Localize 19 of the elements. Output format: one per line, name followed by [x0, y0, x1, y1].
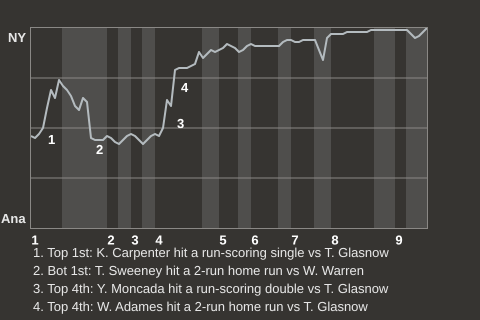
x-tick-label: 5	[219, 232, 227, 248]
x-tick-label: 4	[155, 232, 164, 248]
text: NY	[8, 30, 26, 45]
text: 1. Top 1st: K. Carpenter hit a run-scoring single vs T. Glasnow	[33, 245, 390, 260]
annotation: 4	[181, 80, 189, 95]
annotation: 2	[96, 142, 104, 157]
x-tick-label: 1	[31, 232, 39, 248]
x-tick-label: 3	[131, 232, 139, 248]
annotation: 1	[48, 132, 56, 147]
text: Ana	[1, 211, 26, 226]
annotation: 3	[177, 116, 184, 131]
x-tick-label: 8	[331, 232, 339, 248]
text: 2. Bot 1st: T. Sweeney hit a 2-run home run vs W. Warren	[33, 263, 364, 278]
text: 4. Top 4th: W. Adames hit a 2-run home run vs T. Glasnow	[33, 299, 368, 314]
x-tick-label: 7	[291, 232, 299, 248]
text: 3. Top 4th: Y. Moncada hit a run-scoring double vs T. Glasnow	[33, 281, 389, 296]
x-tick-label: 2	[107, 232, 115, 248]
x-tick-label: 9	[395, 232, 403, 248]
x-tick-label: 6	[251, 232, 259, 248]
